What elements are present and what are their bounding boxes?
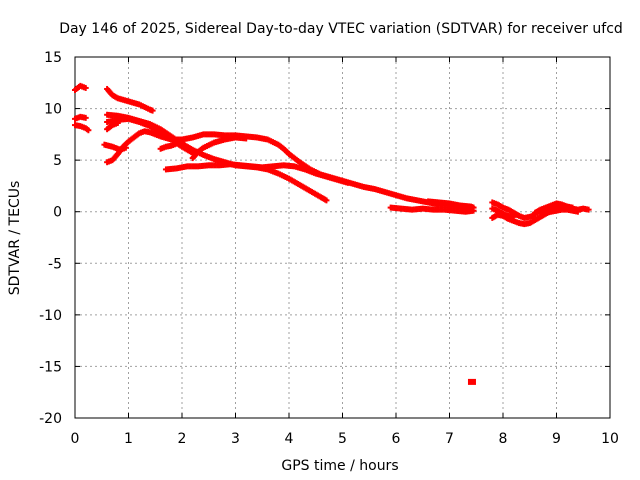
data-point [179, 139, 185, 146]
data-point [470, 204, 477, 211]
y-tick-label: -20 [39, 411, 62, 427]
grid [75, 57, 610, 418]
data-point [114, 120, 121, 127]
data-point [82, 114, 89, 121]
x-axis-ticks: 0 1 2 3 4 5 6 7 8 9 10 [71, 57, 619, 447]
x-tick-label: 3 [231, 431, 240, 447]
data-point [574, 208, 581, 215]
x-axis-label: GPS time / hours [281, 458, 398, 474]
y-tick-label: -5 [48, 256, 62, 272]
data-point [85, 127, 92, 134]
x-tick-label: 0 [71, 431, 80, 447]
y-tick-label: -10 [39, 308, 62, 324]
y-tick-label: 10 [44, 102, 62, 118]
x-tick-label: 1 [124, 431, 133, 447]
y-tick-label: 15 [44, 50, 62, 66]
x-tick-label: 5 [338, 431, 347, 447]
data-point [149, 107, 156, 114]
x-tick-label: 9 [552, 431, 561, 447]
data-points [72, 82, 592, 385]
x-tick-label: 2 [178, 431, 187, 447]
data-point [323, 197, 330, 204]
chart-title: Day 146 of 2025, Sidereal Day-to-day VTE… [59, 21, 623, 37]
x-tick-label: 10 [601, 431, 619, 447]
y-tick-label: 0 [53, 205, 62, 221]
data-point [82, 84, 89, 91]
x-tick-label: 4 [285, 431, 294, 447]
x-tick-label: 8 [499, 431, 508, 447]
y-tick-label: -15 [39, 359, 62, 375]
data-point-square [467, 378, 476, 385]
y-axis-ticks: 15 10 5 0 -5 -10 -15 -20 [39, 50, 610, 427]
data-point [510, 213, 517, 220]
data-point [243, 135, 250, 142]
x-tick-label: 7 [445, 431, 454, 447]
y-axis-label: SDTVAR / TECUs [7, 181, 23, 296]
data-point [585, 206, 592, 213]
y-tick-label: 5 [53, 153, 62, 169]
x-tick-label: 6 [392, 431, 401, 447]
data-point [344, 179, 351, 186]
